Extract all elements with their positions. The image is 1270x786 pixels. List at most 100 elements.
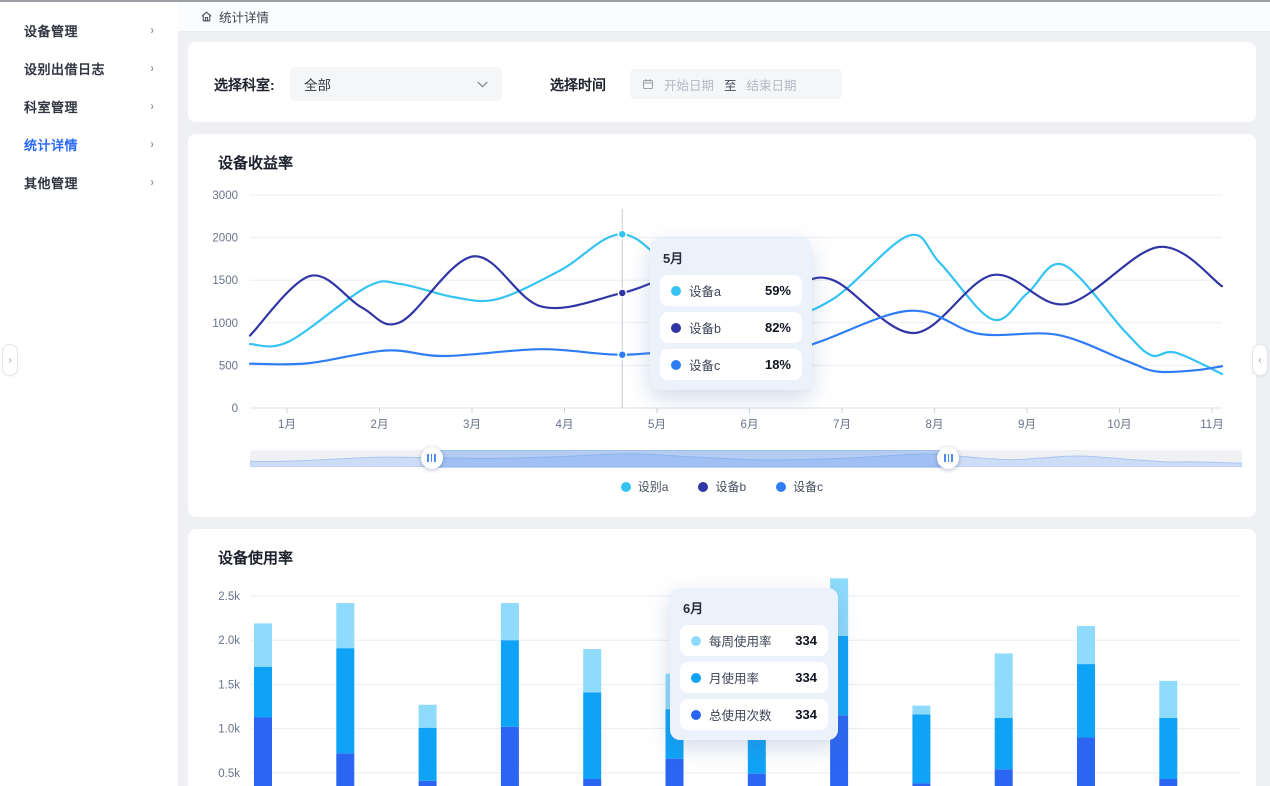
chevron-right-icon: ›: [8, 354, 12, 366]
bar-segment-月使用率[interactable]: [994, 717, 1013, 770]
bar-segment-每周使用率[interactable]: [912, 705, 931, 715]
chart-title: 设备收益率: [218, 155, 294, 172]
y-axis-label: 2000: [212, 233, 238, 245]
total-usage-dot-icon: [691, 709, 701, 720]
bar-segment-总使用次数[interactable]: [336, 753, 355, 786]
bar-segment-月使用率[interactable]: [1159, 717, 1178, 779]
chart-title: 设备使用率: [218, 550, 294, 567]
legend-item-series-a[interactable]: 设别a: [620, 478, 668, 495]
bar-segment-总使用次数[interactable]: [994, 769, 1013, 786]
bar-segment-总使用次数[interactable]: [418, 780, 437, 786]
revenue-rate-card: 设备收益率 0 500 1000 1500 2000 3000 1月 2月 3月 4月 5月 6月 7月…: [188, 134, 1256, 517]
marker-dot-设备a: [617, 229, 628, 239]
x-axis-label: 6月: [741, 419, 759, 431]
bar-segment-每周使用率[interactable]: [336, 603, 355, 649]
bar-segment-总使用次数[interactable]: [665, 758, 684, 786]
bar-segment-每周使用率[interactable]: [1077, 626, 1095, 665]
x-axis-label: 7月: [833, 419, 851, 431]
department-select[interactable]: 全部: [290, 67, 502, 101]
legend-dot-icon: [698, 481, 709, 492]
y-axis-label: 500: [219, 360, 238, 372]
y-axis-label: 1.0k: [218, 724, 240, 736]
chevron-left-icon: ‹: [1258, 354, 1262, 366]
x-axis-label: 2月: [371, 419, 389, 431]
sidebar-item-label: 统计详情: [24, 137, 79, 153]
department-filter-label: 选择科室:: [214, 77, 275, 93]
sidebar-item-statistics-detail[interactable]: 统计详情 ›: [0, 125, 178, 163]
datazoom-left-handle[interactable]: [420, 447, 443, 469]
legend-item-series-b[interactable]: 设备b: [698, 478, 746, 495]
calendar-icon: [643, 79, 653, 89]
bar-segment-每周使用率[interactable]: [994, 653, 1013, 718]
datazoom-selected-range[interactable]: [431, 450, 949, 468]
filter-panel: 选择科室: 全部 选择时间 开始日期 至 结束日期: [188, 42, 1256, 122]
bar-segment-每周使用率[interactable]: [1159, 680, 1178, 718]
x-axis-label: 4月: [556, 419, 574, 431]
legend-dot-icon: [776, 481, 787, 492]
y-axis-label: 0.5k: [218, 768, 240, 780]
y-axis-label: 1.5k: [218, 679, 240, 691]
series-b-dot-icon: [671, 322, 681, 333]
sidebar-item-department-management[interactable]: 科室管理 ›: [0, 87, 178, 125]
line-chart-tooltip: 5月 设备a 59% 设备b 82% 设备c 18%: [650, 238, 812, 390]
series-a-dot-icon: [671, 285, 681, 296]
bar-chart-tooltip: 6月 每周使用率 334 月使用率 334 总使用次数 334: [670, 588, 838, 740]
legend-item-series-c[interactable]: 设备c: [776, 478, 823, 495]
y-axis-label: 0: [232, 403, 238, 415]
bar-segment-每周使用率[interactable]: [254, 623, 272, 667]
bar-segment-每周使用率[interactable]: [500, 603, 519, 641]
bar-segment-总使用次数[interactable]: [1077, 737, 1095, 786]
y-axis-label: 2.5k: [218, 591, 240, 603]
weekly-usage-dot-icon: [691, 635, 701, 646]
bar-segment-总使用次数[interactable]: [500, 726, 519, 786]
x-axis-label: 10月: [1107, 419, 1131, 431]
marker-dot-设备b: [617, 288, 628, 298]
home-icon: [201, 11, 212, 22]
bar-segment-月使用率[interactable]: [254, 666, 272, 718]
datazoom-slider[interactable]: [250, 447, 1242, 469]
sidebar-item-device-management[interactable]: 设备管理 ›: [0, 11, 178, 49]
bar-segment-总使用次数[interactable]: [254, 717, 272, 786]
chevron-right-icon: ›: [150, 23, 154, 37]
bar-segment-总使用次数[interactable]: [1159, 778, 1178, 786]
x-axis-label: 3月: [463, 419, 481, 431]
tooltip-row: 总使用次数 334: [680, 699, 828, 730]
sidebar-item-lending-log[interactable]: 设别出借日志 ›: [0, 49, 178, 87]
bar-segment-总使用次数[interactable]: [747, 773, 766, 786]
bar-segment-月使用率[interactable]: [418, 727, 437, 781]
monthly-usage-dot-icon: [691, 672, 701, 683]
bar-segment-总使用次数[interactable]: [583, 778, 602, 786]
breadcrumb-bar: 统计详情: [178, 2, 1270, 32]
date-range-picker[interactable]: 开始日期 至 结束日期: [630, 69, 842, 99]
sidebar-item-label: 设别出借日志: [24, 61, 106, 77]
tooltip-title: 5月: [663, 251, 684, 266]
bar-segment-每周使用率[interactable]: [583, 649, 602, 693]
bar-segment-月使用率[interactable]: [336, 648, 355, 754]
breadcrumb-title: 统计详情: [219, 11, 270, 25]
bar-segment-月使用率[interactable]: [583, 692, 602, 779]
tooltip-title: 6月: [683, 601, 704, 616]
sidebar-item-other-management[interactable]: 其他管理 ›: [0, 163, 178, 201]
bar-segment-每周使用率[interactable]: [418, 704, 437, 728]
sidebar-item-label: 科室管理: [24, 99, 79, 115]
datazoom-area: [250, 453, 1242, 467]
sidebar: 设备管理 › 设别出借日志 › 科室管理 › 统计详情 › 其他管理 ›: [0, 2, 178, 786]
bar-segment-月使用率[interactable]: [912, 714, 931, 784]
panel-collapse-button[interactable]: ‹: [1252, 344, 1268, 376]
chevron-right-icon: ›: [150, 137, 154, 151]
bar-segment-月使用率[interactable]: [1077, 664, 1095, 738]
x-axis-label: 8月: [926, 419, 944, 431]
y-axis-label: 1000: [212, 318, 238, 330]
x-axis-label: 9月: [1018, 419, 1036, 431]
bar-segment-月使用率[interactable]: [500, 640, 519, 727]
y-axis-label: 3000: [212, 190, 238, 202]
sidebar-expand-button[interactable]: ›: [2, 344, 18, 376]
tooltip-row: 月使用率 334: [680, 662, 828, 693]
x-axis-label: 11月: [1200, 419, 1223, 431]
sidebar-item-label: 设备管理: [24, 23, 79, 39]
bar-segment-总使用次数[interactable]: [912, 783, 931, 786]
end-date-input[interactable]: 结束日期: [746, 78, 797, 93]
datazoom-right-handle[interactable]: [937, 447, 960, 469]
breadcrumb[interactable]: 统计详情: [200, 7, 269, 26]
start-date-input[interactable]: 开始日期: [664, 78, 715, 93]
